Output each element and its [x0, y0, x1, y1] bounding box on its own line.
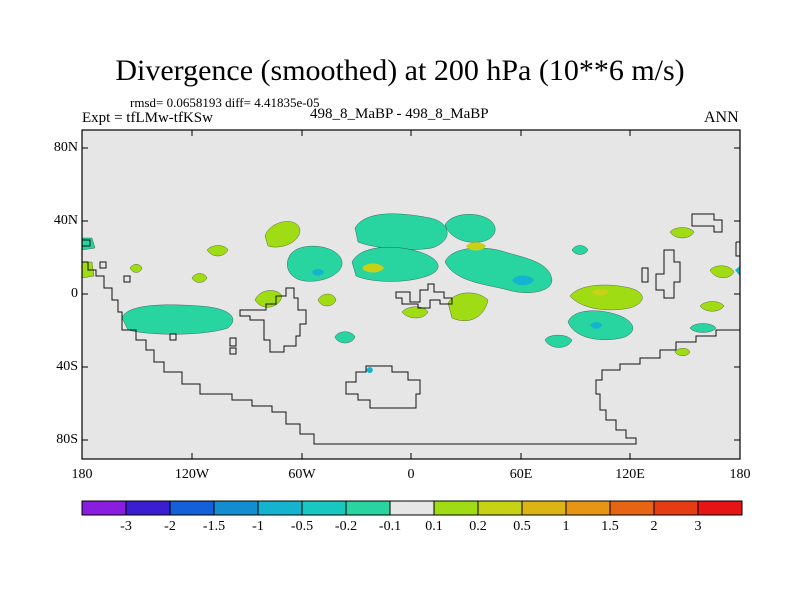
contour-fill [447, 292, 489, 321]
contour-fill [129, 264, 143, 273]
contour-fill [334, 331, 356, 344]
map-title: Divergence (smoothed) at 200 hPa (10**6 … [115, 54, 685, 87]
colorbar-swatch [213, 500, 259, 516]
contour-fill [317, 293, 337, 307]
coastline [82, 261, 740, 445]
contour-fill [354, 213, 448, 250]
contour-fill [699, 301, 725, 312]
colorbar-swatch [81, 500, 127, 516]
colorbar-label: -0.5 [290, 519, 314, 534]
lat-label: 40N [53, 213, 78, 228]
colorbar-label: -1.5 [202, 519, 226, 534]
contour-fill [121, 304, 234, 335]
contour-fill [669, 227, 695, 239]
lat-label: 80N [53, 140, 78, 155]
lat-label: 0 [71, 286, 78, 301]
colorbar-swatch [565, 500, 611, 516]
coastline [99, 261, 107, 269]
coastline [395, 283, 453, 309]
colorbar-label: 0.2 [469, 519, 487, 534]
colorbar-label: -0.1 [378, 519, 402, 534]
contour-fill [206, 245, 229, 257]
contour-fill [735, 266, 740, 276]
coastline [345, 365, 421, 409]
lon-label: 180 [729, 467, 751, 482]
colorbar-swatch [521, 500, 567, 516]
coastline [655, 249, 681, 299]
contour-fill [444, 214, 496, 243]
contour-fill [287, 245, 343, 282]
coastline [169, 333, 177, 341]
contour-fill [191, 273, 208, 283]
contour-fill [544, 334, 573, 348]
colorbar-swatch [653, 500, 699, 516]
colorbar-label: 3 [694, 519, 702, 534]
colorbar-swatch [125, 500, 171, 516]
season-label: ANN [704, 109, 739, 126]
colorbar-swatch [169, 500, 215, 516]
colorbar-swatch [697, 500, 743, 516]
axis-ticks [81, 130, 741, 459]
colorbar-swatch [433, 500, 479, 516]
experiment-label: Expt = tfLMw-tfKSw [82, 110, 213, 126]
colorbar-swatch [609, 500, 655, 516]
contour-fill [312, 269, 324, 276]
contour-fill [592, 289, 608, 296]
contour-fill [401, 306, 429, 319]
colorbar-label: 0.5 [513, 519, 531, 534]
contour-fill [466, 242, 486, 251]
contour-fill [709, 265, 735, 278]
contour-fills [82, 213, 740, 373]
colorbar [81, 500, 743, 516]
contour-fill [351, 247, 439, 282]
colorbar-swatch [301, 500, 347, 516]
colorbar-swatch [477, 500, 523, 516]
contour-fill [571, 245, 589, 255]
colorbar-label: 1 [562, 519, 570, 534]
colorbar-label: 1.5 [601, 519, 619, 534]
lat-label: 40S [56, 359, 78, 374]
coastline [82, 239, 91, 247]
case-label: 498_8_MaBP - 498_8_MaBP [310, 106, 489, 122]
coastline [229, 347, 237, 355]
colorbar-label: 2 [650, 519, 658, 534]
colorbar-swatch [389, 500, 435, 516]
colorbar-label: 0.1 [425, 519, 443, 534]
coastline [229, 337, 237, 347]
colorbar-label: -2 [164, 519, 176, 534]
colorbar-label: -1 [252, 519, 264, 534]
colorbar-label: -3 [120, 519, 132, 534]
coastline [735, 241, 740, 257]
colorbar-label: -0.2 [334, 519, 358, 534]
coastline [239, 287, 307, 353]
colorbar-swatch [257, 500, 303, 516]
lon-label: 180 [71, 467, 93, 482]
lon-label: 60E [509, 467, 533, 482]
lon-label: 120E [615, 467, 645, 482]
contour-fill [366, 367, 373, 373]
coastline [123, 275, 131, 283]
contour-fill [264, 221, 301, 248]
coastline-outlines [82, 213, 740, 445]
contour-fill [512, 275, 534, 286]
contour-fill [362, 263, 384, 273]
coastline [691, 213, 723, 233]
contour-fill [590, 322, 602, 329]
coastline [641, 267, 649, 283]
contour-fill [569, 284, 643, 311]
colorbar-swatch [345, 500, 391, 516]
contour-fill [689, 323, 717, 333]
contour-fill [674, 348, 691, 356]
contour-fill [82, 237, 96, 251]
lon-label: 120W [174, 467, 210, 482]
lat-label: 80S [56, 432, 78, 447]
rmsd-diff-stats: rmsd= 0.0658193 diff= 4.41835e-05 [130, 95, 320, 110]
lon-label: 60W [288, 467, 316, 482]
lon-label: 0 [407, 467, 415, 482]
